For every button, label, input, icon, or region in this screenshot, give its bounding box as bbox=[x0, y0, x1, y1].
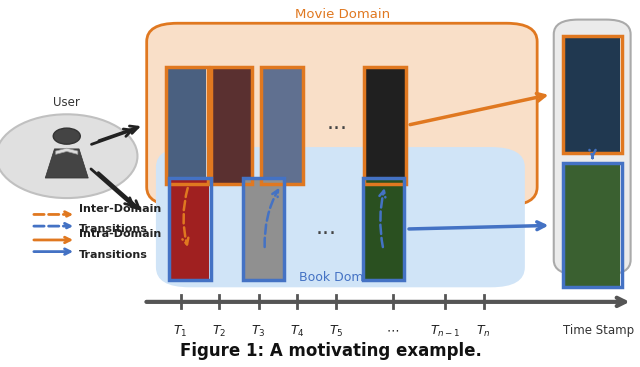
Text: $T_2$: $T_2$ bbox=[212, 324, 227, 339]
FancyBboxPatch shape bbox=[156, 147, 525, 287]
Text: $T_1$: $T_1$ bbox=[173, 324, 188, 339]
Text: $T_4$: $T_4$ bbox=[290, 324, 305, 339]
Text: ...: ... bbox=[327, 113, 348, 133]
FancyBboxPatch shape bbox=[564, 164, 620, 287]
Text: ...: ... bbox=[316, 218, 337, 238]
Text: Intra-Domain: Intra-Domain bbox=[79, 229, 161, 239]
FancyBboxPatch shape bbox=[244, 179, 283, 279]
Text: $T_5$: $T_5$ bbox=[329, 324, 343, 339]
Text: Movie Domain: Movie Domain bbox=[294, 8, 390, 21]
FancyBboxPatch shape bbox=[170, 179, 209, 279]
FancyBboxPatch shape bbox=[365, 68, 405, 183]
Text: $T_n$: $T_n$ bbox=[476, 324, 491, 339]
Text: Inter-Domain: Inter-Domain bbox=[79, 204, 161, 214]
Text: $\cdots$: $\cdots$ bbox=[386, 324, 399, 337]
Text: Transitions: Transitions bbox=[79, 225, 148, 235]
Text: Transitions: Transitions bbox=[79, 250, 148, 260]
Circle shape bbox=[0, 114, 138, 198]
FancyBboxPatch shape bbox=[147, 23, 537, 206]
Text: $T_3$: $T_3$ bbox=[252, 324, 266, 339]
Polygon shape bbox=[56, 148, 78, 155]
FancyBboxPatch shape bbox=[212, 68, 252, 183]
FancyBboxPatch shape bbox=[167, 68, 206, 183]
FancyBboxPatch shape bbox=[364, 179, 403, 279]
Text: $T_{n-1}$: $T_{n-1}$ bbox=[429, 324, 460, 339]
FancyBboxPatch shape bbox=[554, 19, 630, 275]
Text: Book Domain: Book Domain bbox=[299, 270, 382, 284]
FancyBboxPatch shape bbox=[262, 68, 301, 183]
Text: User: User bbox=[53, 96, 80, 109]
Polygon shape bbox=[45, 149, 88, 178]
FancyBboxPatch shape bbox=[564, 37, 620, 152]
Circle shape bbox=[53, 128, 80, 144]
Text: Figure 1: A motivating example.: Figure 1: A motivating example. bbox=[180, 342, 482, 360]
Text: Time Stamp: Time Stamp bbox=[563, 324, 634, 337]
